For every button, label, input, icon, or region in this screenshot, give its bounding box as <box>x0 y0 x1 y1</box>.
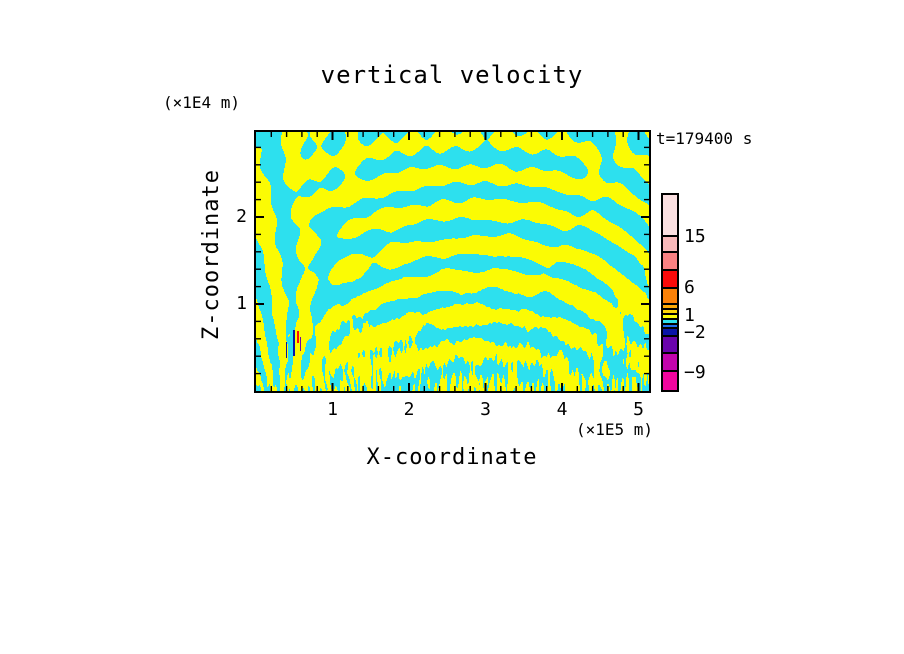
colorbar-segment <box>663 310 677 315</box>
colorbar-tick-label: 15 <box>684 226 706 247</box>
colorbar-segment <box>663 315 677 320</box>
x-tick-label: 4 <box>556 399 568 420</box>
x-tick-label: 1 <box>327 399 338 420</box>
colorbar-segment <box>663 195 677 237</box>
colorbar-segment <box>663 237 677 253</box>
y-tick-label: 2 <box>236 206 247 227</box>
y-axis-unit-label: (×1E4 m) <box>163 93 241 112</box>
y-tick-label: 1 <box>236 293 247 314</box>
colorbar-segment <box>663 325 677 329</box>
x-tick-label: 2 <box>403 399 415 420</box>
colorbar-segment <box>663 372 677 390</box>
colorbar-segment <box>663 354 677 372</box>
colorbar-tick-label: 6 <box>684 277 695 298</box>
x-tick-label: 3 <box>480 399 491 420</box>
colorbar <box>661 193 679 392</box>
colorbar-segment <box>663 329 677 337</box>
time-annotation: t=179400 s <box>656 129 753 148</box>
plot-area <box>254 130 651 393</box>
chart-title: vertical velocity <box>320 61 584 89</box>
colorbar-segment <box>663 271 677 289</box>
colorbar-segment <box>663 337 677 354</box>
colorbar-segment <box>663 305 677 310</box>
colorbar-segment <box>663 289 677 305</box>
colorbar-tick-label: −9 <box>684 362 706 383</box>
x-axis-unit-label: (×1E5 m) <box>575 420 653 439</box>
colorbar-segment <box>663 253 677 271</box>
colorbar-tick-label: 1 <box>684 305 695 326</box>
y-axis-label: Z-coordinate <box>199 169 224 340</box>
x-axis-label: X-coordinate <box>366 445 538 470</box>
contour-field-canvas <box>256 132 649 391</box>
x-tick-label: 5 <box>633 399 644 420</box>
colorbar-segment <box>663 320 677 325</box>
colorbar-tick-label: −2 <box>684 322 706 343</box>
